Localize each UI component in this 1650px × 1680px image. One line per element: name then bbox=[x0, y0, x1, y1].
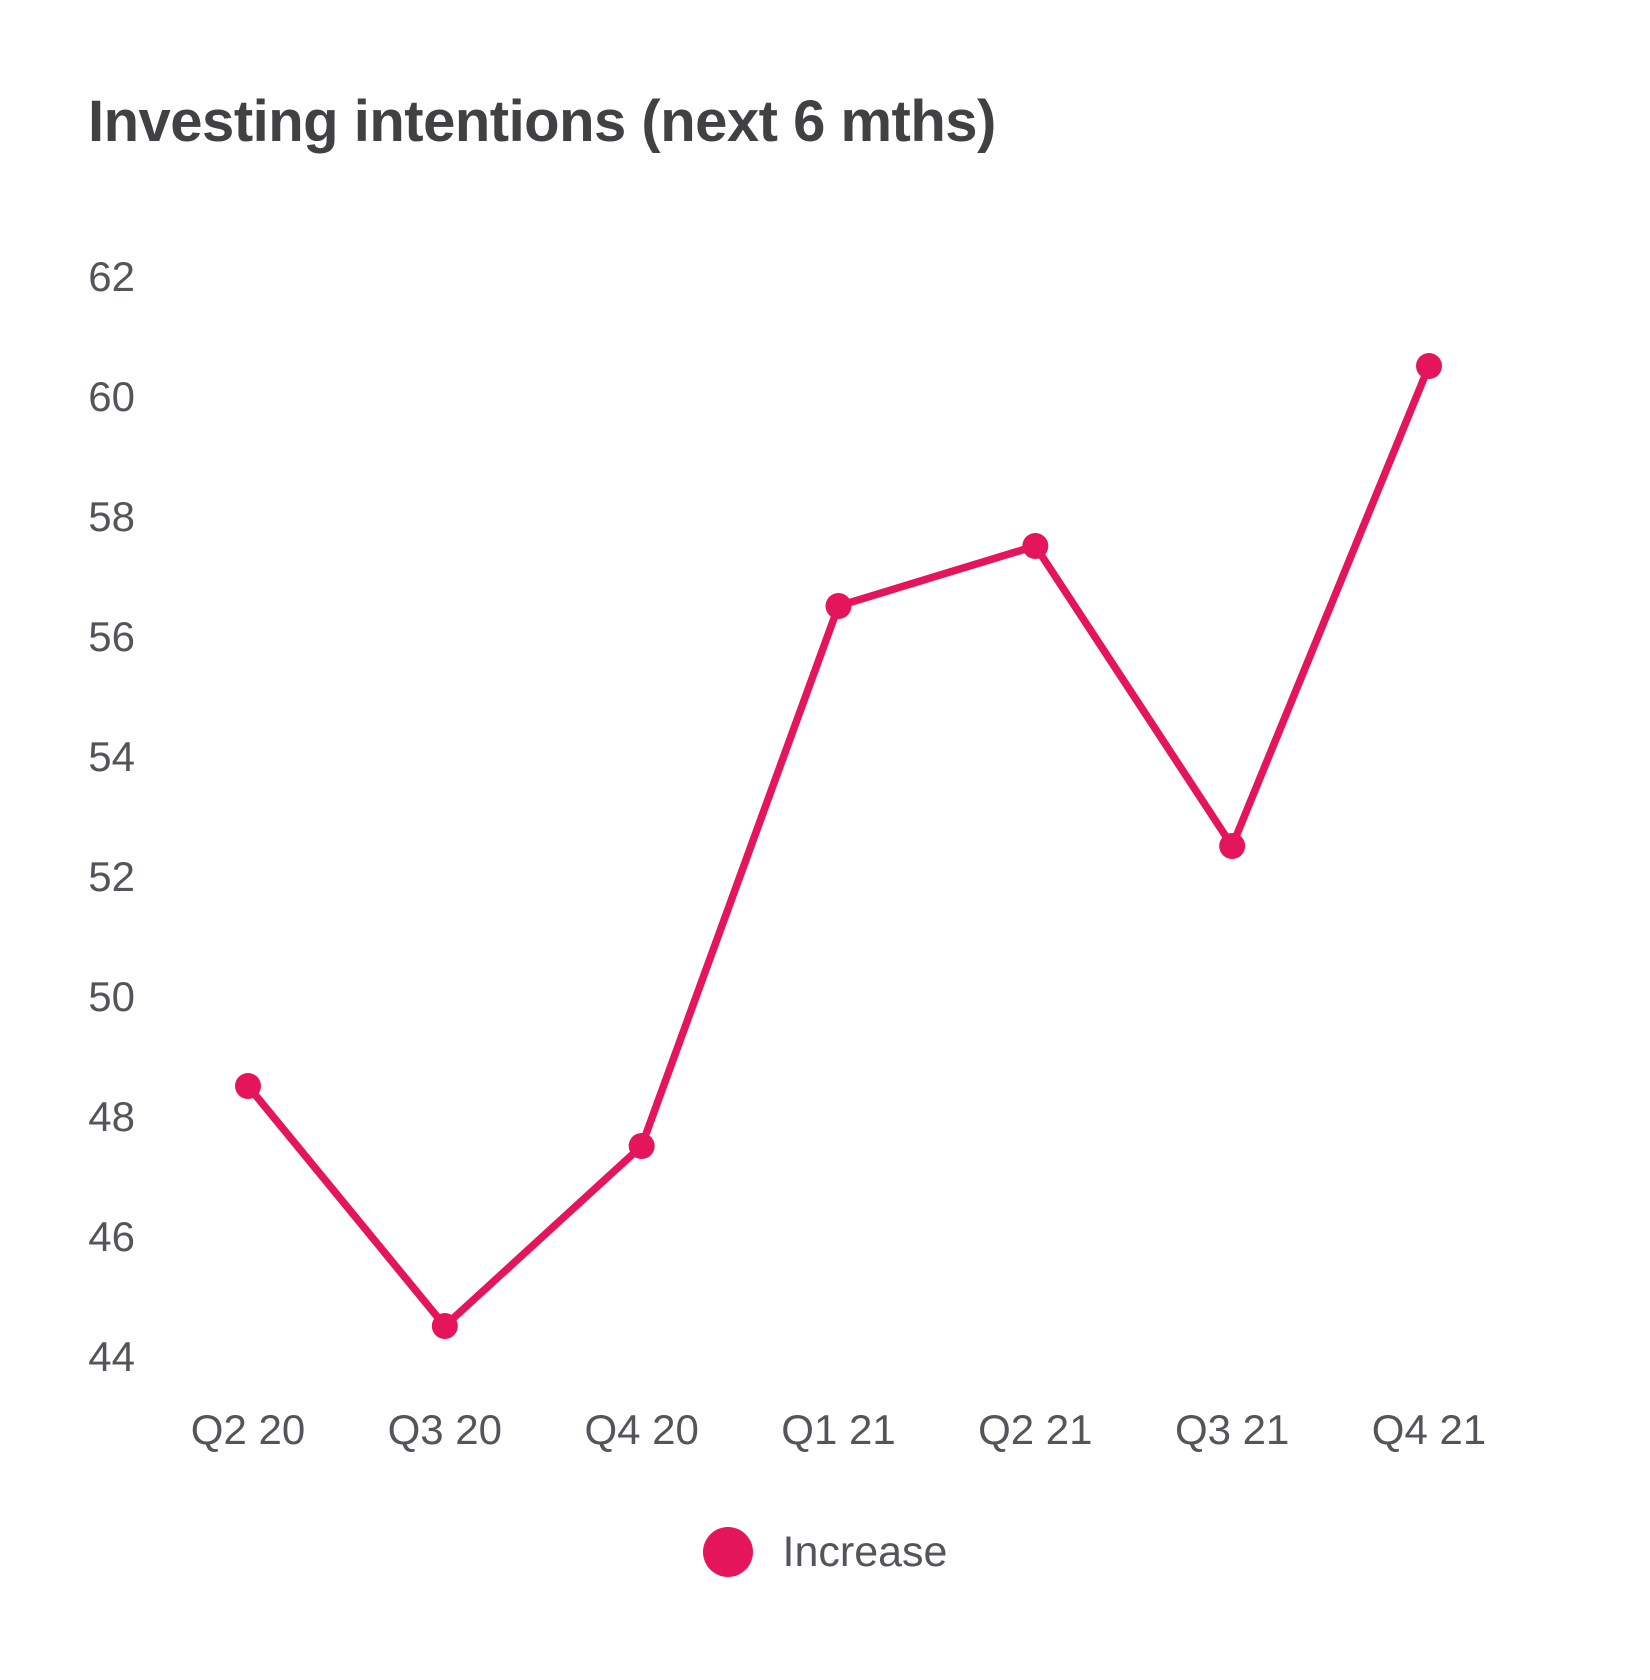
x-axis-label: Q3 21 bbox=[1175, 1406, 1289, 1453]
y-tick-label: 50 bbox=[88, 973, 135, 1020]
data-point bbox=[628, 1133, 655, 1159]
x-axis-label: Q4 20 bbox=[584, 1406, 698, 1453]
data-point bbox=[235, 1073, 261, 1099]
data-point bbox=[825, 593, 852, 619]
x-axis-label: Q3 20 bbox=[388, 1406, 502, 1453]
legend-marker-increase-icon bbox=[702, 1527, 753, 1577]
x-axis-label: Q2 20 bbox=[191, 1406, 305, 1453]
data-point bbox=[1415, 353, 1442, 379]
x-axis-label: Q4 21 bbox=[1372, 1406, 1486, 1453]
y-tick-label: 58 bbox=[88, 493, 135, 540]
data-point bbox=[1022, 533, 1049, 559]
x-axis-label: Q2 21 bbox=[978, 1406, 1092, 1453]
y-tick-label: 52 bbox=[88, 853, 135, 900]
y-tick-label: 56 bbox=[88, 613, 135, 660]
y-tick-label: 54 bbox=[88, 733, 135, 780]
y-tick-label: 62 bbox=[88, 253, 135, 300]
y-tick-label: 44 bbox=[88, 1333, 135, 1380]
y-tick-label: 60 bbox=[88, 373, 135, 420]
data-point bbox=[1219, 833, 1246, 859]
y-tick-label: 46 bbox=[88, 1213, 135, 1260]
x-axis-label: Q1 21 bbox=[781, 1406, 895, 1453]
legend: Increase bbox=[0, 1527, 1650, 1577]
data-point bbox=[431, 1313, 458, 1339]
series-line bbox=[244, 362, 1433, 1330]
y-tick-label: 48 bbox=[88, 1093, 135, 1140]
chart-title: Investing intentions (next 6 mths) bbox=[88, 89, 996, 154]
legend-label-increase: Increase bbox=[782, 1527, 948, 1576]
